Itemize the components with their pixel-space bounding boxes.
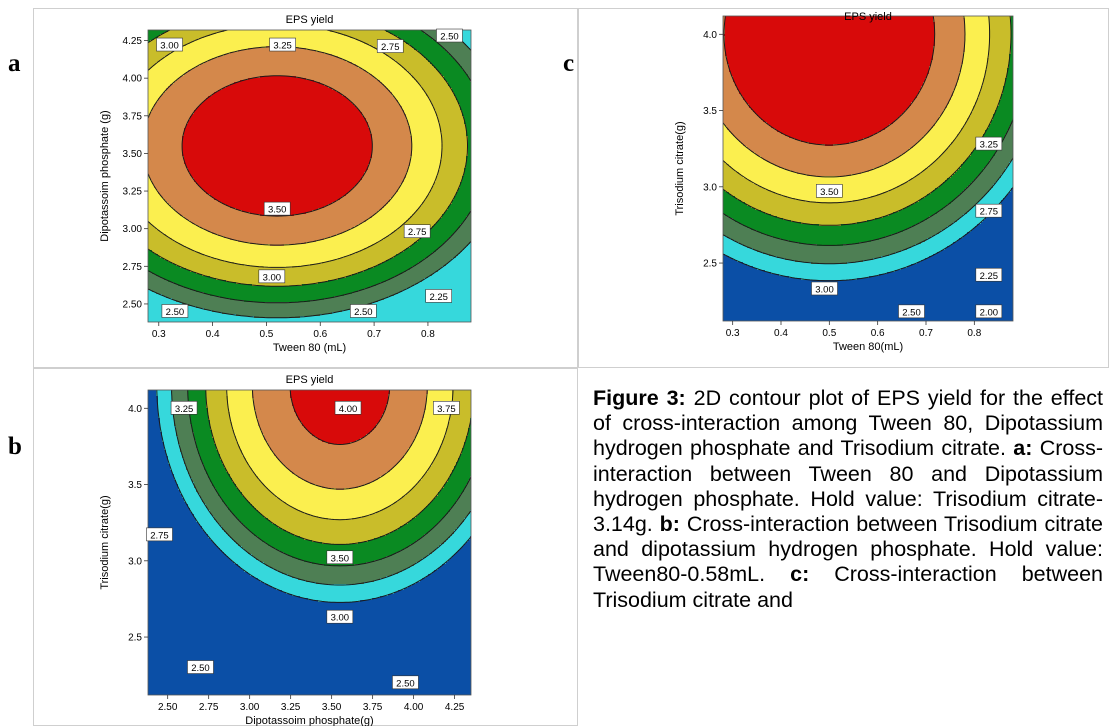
x-tick-label-c: 0.7	[919, 328, 933, 339]
x-tick-label-b: 2.75	[199, 702, 219, 713]
contour-level-label-a: 2.75	[377, 40, 403, 54]
contour-level-label-a: 3.00	[259, 270, 285, 284]
contour-fill-b	[148, 390, 472, 696]
caption-figure-label: Figure 3:	[593, 386, 686, 410]
contour-level-label-c: 2.00	[976, 305, 1002, 319]
contour-level-label-b: 3.00	[327, 610, 353, 624]
x-tick-label-b: 4.25	[445, 702, 465, 713]
x-tick-label-a: 0.4	[206, 329, 220, 340]
x-tick-label-b: 3.50	[322, 702, 342, 713]
y-tick-label-a: 2.50	[123, 299, 143, 310]
y-tick-label-a: 4.00	[123, 74, 143, 85]
y-tick-label-b: 3.0	[128, 556, 142, 567]
contour-chart-a: EPS yield 0.3 0.4 0.5 0.6 0.7 0.8 2.50 2.75 3.00 3…	[33, 8, 578, 368]
y-tick-label-c: 3.0	[703, 182, 717, 193]
contour-level-label-b: 2.50	[187, 661, 213, 675]
y-axis-label-b: Trisodium citrate(g)	[99, 495, 111, 589]
contour-level-label-b: 4.00	[335, 401, 361, 415]
x-axis-label-a: Tween 80 (mL)	[273, 342, 346, 354]
caption-b-label: b:	[660, 512, 680, 536]
contour-fill-a	[148, 30, 472, 322]
contour-level-label-c: 3.50	[816, 184, 842, 198]
y-tick-label-c: 4.0	[703, 30, 717, 41]
contour-level-label-a: 2.50	[162, 304, 188, 318]
x-tick-label-a: 0.5	[259, 329, 273, 340]
x-tick-label-a: 0.3	[152, 329, 166, 340]
x-tick-label-c: 0.8	[967, 328, 981, 339]
contour-level-label-c: 3.00	[812, 282, 838, 296]
y-tick-label-b: 3.5	[128, 480, 142, 491]
contour-level-label-a: 3.50	[264, 202, 290, 216]
contour-level-label-b: 3.50	[327, 551, 353, 565]
contour-fill-c	[723, 16, 1014, 322]
x-tick-label-c: 0.4	[774, 328, 788, 339]
y-axis-label-a: Dipotassoim phosphate (g)	[99, 110, 111, 241]
y-axis-label-c: Trisodium citrate(g)	[674, 121, 686, 215]
x-tick-label-b: 2.50	[158, 702, 178, 713]
contour-level-label-b: 2.50	[392, 676, 418, 690]
contour-level-label-b: 2.75	[146, 528, 172, 542]
x-tick-label-a: 0.8	[421, 329, 435, 340]
panel-label-b: b	[8, 433, 22, 461]
contour-level-label-a: 2.50	[436, 29, 462, 43]
contour-level-label-c: 2.25	[976, 268, 1002, 282]
contour-level-label-a: 2.75	[404, 225, 430, 239]
panel-label-a: a	[8, 50, 21, 78]
contour-level-label-c: 2.75	[976, 204, 1002, 218]
caption-c-label: c:	[790, 562, 809, 586]
y-tick-label-c: 3.5	[703, 106, 717, 117]
figure-caption: Figure 3: 2D contour plot of EPS yield f…	[593, 386, 1103, 613]
x-tick-label-a: 0.6	[313, 329, 327, 340]
y-tick-label-a: 2.75	[123, 262, 143, 273]
chart-title-a: EPS yield	[286, 14, 334, 26]
y-tick-label-b: 2.5	[128, 633, 142, 644]
y-tick-label-a: 3.75	[123, 111, 143, 122]
x-tick-label-a: 0.7	[367, 329, 381, 340]
contour-level-label-c: 2.50	[899, 305, 925, 319]
y-tick-label-a: 3.00	[123, 224, 143, 235]
x-tick-label-c: 0.3	[726, 328, 740, 339]
contour-level-label-b: 3.25	[171, 401, 197, 415]
x-axis-label-b: Dipotassoim phosphate(g)	[245, 715, 373, 726]
contour-chart-c: EPS yield 0.3 0.4 0.5 0.6 0.7 0.8 2.5 3.0 3.5 4.0 T…	[578, 8, 1109, 368]
y-tick-label-a: 4.25	[123, 36, 143, 47]
x-axis-label-c: Tween 80(mL)	[833, 341, 903, 353]
contour-level-label-b: 3.75	[433, 401, 459, 415]
contour-level-label-a: 2.25	[426, 289, 452, 303]
x-tick-label-b: 4.00	[404, 702, 424, 713]
caption-a-label: a:	[1013, 436, 1032, 460]
x-tick-label-b: 3.25	[281, 702, 301, 713]
contour-level-label-a: 3.25	[270, 38, 296, 52]
x-tick-label-b: 3.00	[240, 702, 260, 713]
contour-level-label-a: 2.50	[350, 304, 376, 318]
contour-chart-b: EPS yield 2.50 2.75 3.00 3.25 3.50 3.75 4.00 4.2…	[33, 368, 578, 726]
y-tick-label-a: 3.50	[123, 149, 143, 160]
contour-level-label-a: 3.00	[157, 38, 183, 52]
x-tick-label-b: 3.75	[363, 702, 383, 713]
x-tick-label-c: 0.6	[871, 328, 885, 339]
contour-level-label-c: 3.25	[976, 137, 1002, 151]
y-tick-label-c: 2.5	[703, 259, 717, 270]
y-tick-label-a: 3.25	[123, 187, 143, 198]
x-tick-label-c: 0.5	[822, 328, 836, 339]
chart-title-b: EPS yield	[286, 374, 334, 386]
chart-title-c: EPS yield	[844, 11, 892, 23]
y-tick-label-b: 4.0	[128, 404, 142, 415]
